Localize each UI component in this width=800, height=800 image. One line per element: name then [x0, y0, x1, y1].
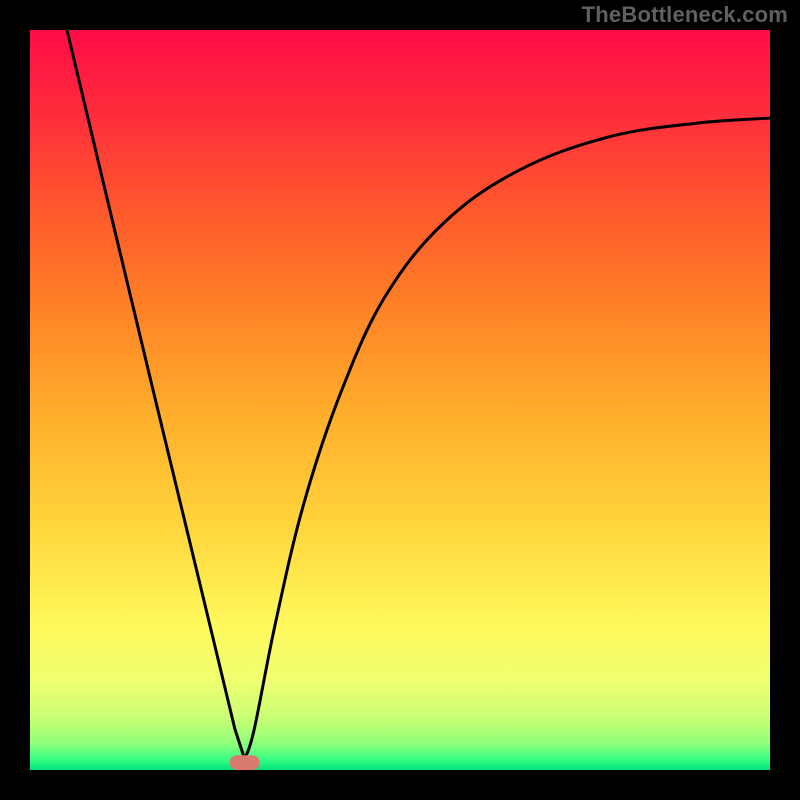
chart-frame: TheBottleneck.com	[0, 0, 800, 800]
watermark-text: TheBottleneck.com	[582, 2, 788, 28]
bottleneck-chart	[0, 0, 800, 800]
minimum-marker	[230, 755, 260, 770]
gradient-background	[30, 30, 770, 770]
